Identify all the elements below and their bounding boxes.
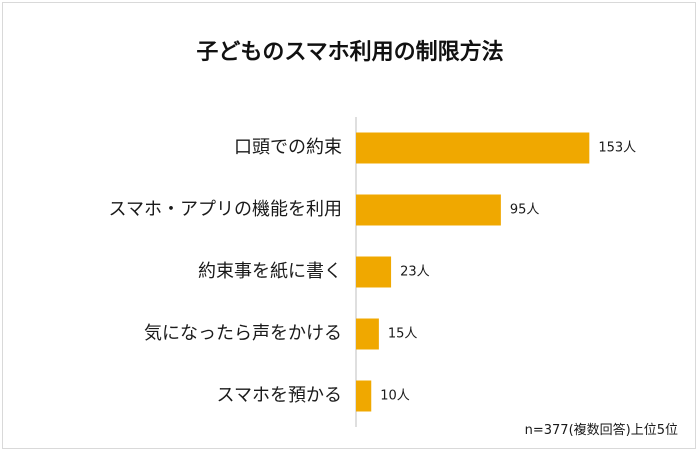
bar xyxy=(356,256,392,288)
chart-frame xyxy=(2,2,696,449)
data-label: 23人 xyxy=(400,265,430,280)
category-label: スマホを預かる xyxy=(217,385,342,406)
category-label: 気になったら声をかける xyxy=(144,323,342,344)
data-label: 10人 xyxy=(380,389,410,404)
bar xyxy=(356,132,590,164)
data-label: 15人 xyxy=(388,327,418,342)
chart-title: 子どものスマホ利用の制限方法 xyxy=(196,40,504,65)
category-label: 口頭での約束 xyxy=(234,137,342,158)
category-label: 約束事を紙に書く xyxy=(198,261,342,282)
sample-size-footnote: n=377(複数回答)上位5位 xyxy=(524,423,678,438)
bar xyxy=(356,380,372,412)
bar xyxy=(356,194,501,226)
category-label: スマホ・アプリの機能を利用 xyxy=(109,199,342,220)
data-label: 95人 xyxy=(510,203,540,218)
data-label: 153人 xyxy=(598,141,636,156)
bar xyxy=(356,318,379,350)
